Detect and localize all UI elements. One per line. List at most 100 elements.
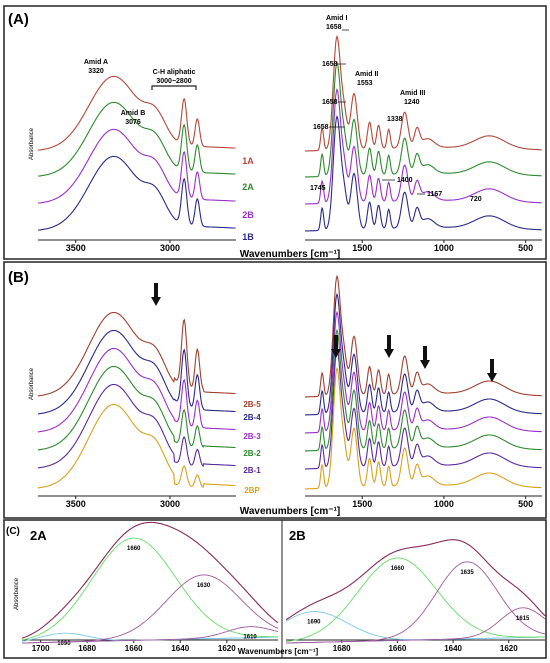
panel-a-tick-label-1000: 1000 xyxy=(434,243,454,253)
spectrum-a-1a-left xyxy=(37,75,236,151)
spectrum-b-2b-3-left xyxy=(37,347,236,433)
spectrum-a-2b-left xyxy=(37,128,236,204)
panel-c-2b-tick-label-1680: 1680 xyxy=(333,644,351,653)
annot-amid-iii-title: Amid III xyxy=(400,90,425,97)
panel-c-2b-peak-label-1615: 1615 xyxy=(516,616,530,622)
annot-1658-c: 1658 xyxy=(313,124,329,131)
spectrum-a-2b-right xyxy=(305,88,542,205)
annot-1167: 1167 xyxy=(427,191,442,198)
panel-b-tick-label-1000: 1000 xyxy=(434,499,454,509)
spectrum-b-2b-4-right xyxy=(305,292,542,416)
arrow-3-head xyxy=(384,349,394,358)
annot-1400: 1400 xyxy=(397,177,413,184)
panel-c-2b-peak-label-1635: 1635 xyxy=(460,570,474,576)
spectrum-a-1a-right xyxy=(305,35,542,152)
panel-a-ticks: 3500 3000 1500 1000 500 xyxy=(66,240,533,253)
spectrum-b-2b-1-left xyxy=(37,383,236,469)
annot-amid-i-title: Amid I xyxy=(326,15,347,22)
panel-b-ylabel: Absorbance xyxy=(29,367,35,400)
arrow-5-head xyxy=(487,373,497,382)
annot-amid-iii-value: 1240 xyxy=(404,99,420,106)
panel-b-tick-label-500: 500 xyxy=(518,499,533,509)
annot-amid-i-value: 1658 xyxy=(326,24,342,31)
spectrum-a-2a-left xyxy=(37,101,236,177)
annot-1658-b: 1658 xyxy=(322,99,338,106)
panel-a-label: (A) xyxy=(8,11,29,28)
spectrum-b-2b-1-right xyxy=(305,346,542,470)
annot-ch-title: C-H aliphatic xyxy=(153,69,196,76)
arrow-4-head xyxy=(420,360,430,369)
spectrum-a-2a-right xyxy=(305,61,542,178)
panel-c-2a-tick-label-1620: 1620 xyxy=(218,644,236,653)
panel-a-xlabel: Wavenumbers [cm⁻¹] xyxy=(240,249,340,260)
annot-amid-ii-title: Amid II xyxy=(355,71,378,78)
panel-a-tick-label-500: 500 xyxy=(518,243,533,253)
panel-c-2b-title: 2B xyxy=(289,528,306,543)
spectrum-b-2bp-left xyxy=(37,403,236,489)
spectrum-b-2b-3-right xyxy=(305,310,542,434)
panel-b-tick-label-3000: 3000 xyxy=(160,499,180,509)
panel-c-2b-envelope xyxy=(285,539,546,621)
panel-c-curves: 1690 1660 1630 1610 1690 1660 1635 1615 xyxy=(21,521,546,647)
panel-a-ylabel: Absorbance xyxy=(29,127,35,160)
panel-c-2a-tick-label-1700: 1700 xyxy=(32,644,50,653)
annot-amid-b-title: Amid B xyxy=(121,110,146,117)
panel-c-2a-peak-label-1630: 1630 xyxy=(197,583,211,589)
panel-a-tick-label-3000: 3000 xyxy=(160,243,180,253)
annot-ch-bracket xyxy=(151,85,197,90)
panel-b-ticks: 3500 3000 1500 1000 500 xyxy=(66,496,533,509)
panel-c-2a-envelope xyxy=(21,521,279,639)
annot-amid-a-title: Amid A xyxy=(84,59,108,66)
legend-1b: 1B xyxy=(242,232,254,242)
panel-c-2b-gauss-1615 xyxy=(286,607,546,644)
spectrum-a-1b-left xyxy=(37,155,236,231)
panel-c-frame xyxy=(3,519,547,659)
panel-a-frame xyxy=(3,5,547,260)
panel-b-curves xyxy=(37,274,542,490)
panel-b-frame xyxy=(3,261,547,519)
legend-2b-1: 2B-1 xyxy=(243,466,261,475)
panel-c-2b-peak-label-1660: 1660 xyxy=(391,566,405,572)
annot-ch-value: 3000−2800 xyxy=(156,78,191,85)
panel-c-2a-peak-label-1660: 1660 xyxy=(127,546,141,552)
legend-2b-5: 2B-5 xyxy=(243,400,261,409)
panel-c-2a-peak-label-1610: 1610 xyxy=(243,635,257,641)
panel-c-2b-gauss-1660 xyxy=(285,557,546,643)
panel-c-2a-gauss-1610 xyxy=(22,626,279,644)
legend-2a: 2A xyxy=(242,182,254,192)
arrow-1-head xyxy=(151,297,161,306)
panel-b-tick-label-1500: 1500 xyxy=(352,499,372,509)
annot-amid-a-value: 3320 xyxy=(88,68,104,75)
legend-2b-4: 2B-4 xyxy=(243,413,261,422)
annot-1745: 1745 xyxy=(310,185,326,192)
panel-b-xlabel: Wavenumbers [cm⁻¹] xyxy=(240,506,340,517)
panel-b-tick-label-3500: 3500 xyxy=(66,499,86,509)
panel-c-2a-gauss-1630 xyxy=(22,574,279,644)
panel-c-2b-tick-label-1640: 1640 xyxy=(444,644,462,653)
panel-a-curves xyxy=(37,35,542,232)
arrow-2-head xyxy=(331,349,341,358)
legend-2b-3: 2B-3 xyxy=(243,432,261,441)
panel-c-ylabel: Absorbance xyxy=(14,577,20,610)
spectrum-b-2b-4-left xyxy=(37,329,236,415)
panel-b-label: (B) xyxy=(8,269,29,286)
panel-c-2b-gauss-1635 xyxy=(286,561,546,644)
panel-a-tick-label-3500: 3500 xyxy=(66,243,86,253)
panel-c-2b-tick-label-1620: 1620 xyxy=(500,644,518,653)
annot-amid-ii-value: 1553 xyxy=(357,80,373,87)
panel-a-tick-label-1500: 1500 xyxy=(352,243,372,253)
panel-c-2a-tick-label-1680: 1680 xyxy=(78,644,96,653)
panel-a: (A) Absorbance 3500 3000 1500 1000 500 Waven… xyxy=(3,5,547,260)
panel-c-2a-title: 2A xyxy=(30,528,47,543)
spectrum-b-2b-5-right xyxy=(305,274,542,398)
legend-2bp: 2BP xyxy=(244,486,260,495)
panel-c-label: (C) xyxy=(6,526,20,537)
panel-c-2b-peak-label-1690: 1690 xyxy=(307,620,321,626)
panel-c: (C) 2A 2B Absorbance 1700 1680 1660 1640 162… xyxy=(3,519,547,659)
panel-c-2a-gauss-1660 xyxy=(21,537,278,641)
panel-c-2b-tick-label-1660: 1660 xyxy=(388,644,406,653)
annot-720: 720 xyxy=(470,196,482,203)
spectrum-b-2b-2-left xyxy=(37,365,236,451)
spectrum-b-2bp-right xyxy=(305,366,542,490)
